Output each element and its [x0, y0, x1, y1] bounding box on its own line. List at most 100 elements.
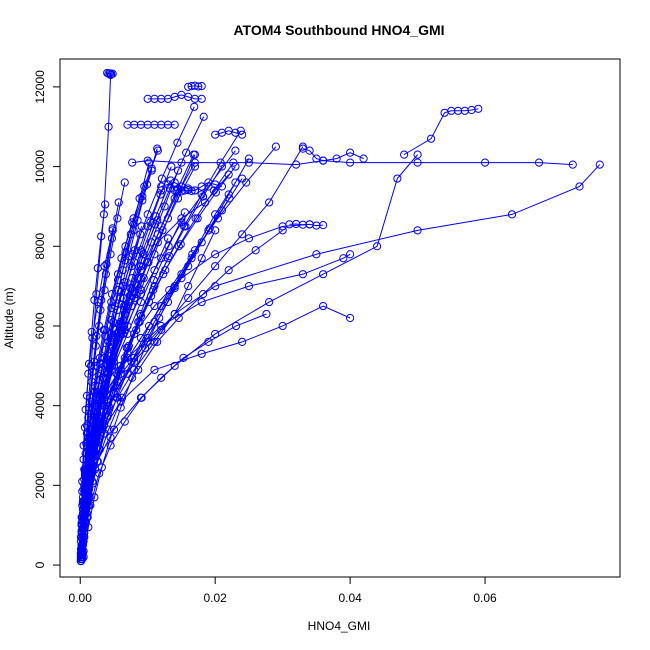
data-point: [79, 552, 88, 562]
data-point: [244, 234, 254, 243]
data-point: [113, 305, 122, 315]
data-point: [298, 270, 307, 279]
x-axis-title: HNO4_GMI: [308, 619, 371, 633]
data-point: [199, 112, 208, 121]
data-point: [122, 343, 131, 352]
data-point: [231, 178, 240, 187]
y-tick-label: 12000: [33, 70, 47, 104]
data-point: [173, 194, 183, 203]
data-point: [107, 303, 116, 313]
data-point: [238, 230, 247, 239]
series-line: [403, 108, 479, 156]
data-point: [170, 284, 179, 293]
data-point: [149, 276, 158, 285]
x-tick-label: 0.04: [338, 591, 362, 605]
series-line: [80, 204, 106, 556]
data-point: [184, 293, 193, 303]
data-point: [128, 158, 137, 167]
data-point: [143, 156, 152, 165]
data-point: [182, 148, 191, 157]
data-point: [238, 337, 247, 347]
data-point: [129, 220, 138, 229]
data-point: [251, 246, 260, 255]
data-point: [92, 331, 101, 341]
data-point: [151, 220, 160, 229]
data-point: [271, 142, 280, 151]
data-point: [575, 182, 584, 191]
data-point: [197, 349, 206, 358]
data-point: [176, 240, 185, 249]
data-point: [155, 313, 164, 323]
data-series: [400, 104, 483, 159]
data-point: [101, 409, 110, 418]
data-point: [134, 365, 143, 374]
data-point: [113, 276, 123, 285]
data-point: [180, 208, 189, 217]
data-point: [112, 369, 121, 378]
data-point: [134, 317, 143, 327]
y-tick-label: 4000: [33, 392, 47, 419]
data-point: [92, 289, 101, 299]
series-line: [81, 166, 196, 550]
y-tick-label: 6000: [33, 312, 47, 339]
data-point: [86, 415, 96, 424]
data-point: [595, 160, 604, 169]
series-line: [81, 166, 236, 556]
data-point: [103, 411, 113, 420]
data-point: [106, 250, 115, 259]
data-point: [346, 313, 355, 323]
data-point: [112, 329, 121, 339]
chart-title: ATOM4 Southbound HNO4_GMI: [233, 22, 444, 38]
data-point: [413, 226, 422, 235]
data-point: [242, 178, 251, 187]
data-point: [231, 162, 240, 171]
data-point: [153, 230, 162, 239]
data-point: [120, 417, 129, 426]
data-point: [177, 214, 186, 223]
data-point: [77, 527, 86, 536]
data-point: [190, 186, 200, 195]
data-series: [77, 162, 240, 560]
data-point: [80, 501, 89, 510]
data-point: [127, 357, 136, 366]
data-point: [157, 325, 166, 335]
data-point: [262, 309, 271, 319]
data-series: [143, 90, 206, 103]
data-point: [213, 214, 222, 223]
data-point: [244, 154, 254, 163]
data-point: [83, 443, 92, 452]
data-point: [102, 260, 111, 269]
x-tick-label: 0.00: [69, 591, 93, 605]
data-point: [174, 313, 183, 323]
data-point: [88, 367, 97, 376]
data-point: [77, 550, 86, 560]
data-point: [138, 248, 147, 257]
data-point: [167, 162, 176, 171]
data-point: [164, 242, 173, 251]
data-point: [173, 138, 182, 147]
data-series: [76, 164, 156, 564]
data-series: [184, 81, 206, 91]
data-point: [125, 291, 134, 301]
data-point: [97, 391, 106, 400]
data-point: [216, 158, 225, 167]
data-point: [180, 222, 189, 231]
data-point: [229, 158, 238, 167]
data-point: [137, 393, 146, 402]
data-point: [80, 423, 90, 432]
series-line: [80, 168, 153, 560]
data-point: [87, 327, 96, 337]
data-point: [108, 224, 117, 233]
data-point: [179, 353, 188, 362]
data-point: [84, 523, 93, 532]
data-point: [79, 455, 88, 464]
data-point: [265, 297, 274, 307]
data-point: [143, 210, 152, 219]
series-layer: [76, 68, 604, 566]
data-series: [298, 144, 368, 165]
data-point: [157, 222, 166, 231]
data-point: [95, 321, 104, 331]
data-point: [88, 465, 97, 474]
series-line: [83, 146, 277, 542]
data-point: [426, 134, 436, 143]
